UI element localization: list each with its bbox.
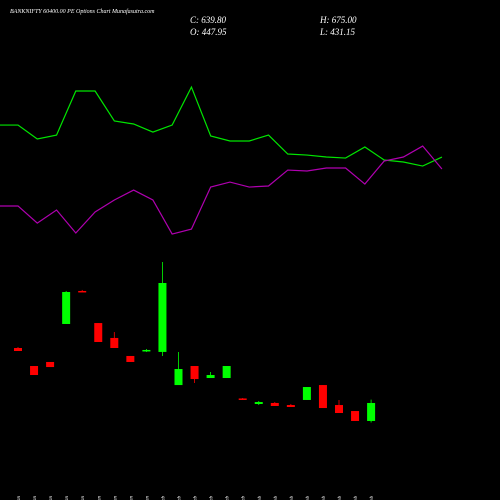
candle-body xyxy=(110,337,119,349)
x-tick-label: 10 Feb xyxy=(258,496,263,500)
x-tick-label: 12 Feb xyxy=(290,496,295,500)
candle-body xyxy=(351,411,360,421)
candle-body xyxy=(318,385,327,409)
ohlc-label: H: 675.00 xyxy=(319,15,357,25)
candle-body xyxy=(302,387,311,400)
x-tick-label: 27 Jan xyxy=(97,496,102,500)
x-tick-label: 13 Feb xyxy=(306,496,311,500)
x-tick-label: 19 Feb xyxy=(370,496,375,500)
candle-body xyxy=(30,366,39,376)
ohlc-label: C: 639.80 xyxy=(190,15,227,25)
ohlc-label: O: 447.95 xyxy=(190,27,227,37)
x-tick-label: 16 Jan xyxy=(33,496,38,500)
x-tick-label: 23 Jan xyxy=(81,496,86,500)
x-tick-label: 01 Feb xyxy=(161,496,166,500)
candle-body xyxy=(367,402,376,421)
x-tick-label: 11 Feb xyxy=(274,496,279,500)
candle-body xyxy=(206,375,215,379)
candle-body xyxy=(190,366,199,380)
ohlc-label: L: 431.15 xyxy=(319,27,356,37)
candle-body xyxy=(286,405,295,408)
x-tick-label: 05 Feb xyxy=(210,496,215,500)
x-tick-label: 14 Feb xyxy=(322,496,327,500)
candle-body xyxy=(46,361,55,368)
x-tick-label: 30 Jan xyxy=(145,496,150,500)
x-tick-label: 21 Jan xyxy=(65,496,70,500)
x-tick-label: 03 Feb xyxy=(178,496,183,500)
x-tick-label: 20 Jan xyxy=(49,496,54,500)
candle-body xyxy=(126,355,135,362)
candle-body xyxy=(158,282,167,352)
indicator-line xyxy=(0,85,443,167)
x-tick-label: 15 Jan xyxy=(17,496,22,500)
chart-title: BANKNIFTY 60400.00 PE Options Chart Muna… xyxy=(10,8,155,15)
x-tick-label: 18 Feb xyxy=(354,496,359,500)
x-tick-label: 29 Jan xyxy=(129,496,134,500)
x-tick-label: 07 Feb xyxy=(242,496,247,500)
candle-body xyxy=(238,398,247,400)
candle-body xyxy=(222,366,231,379)
candle-body xyxy=(174,369,183,386)
candle-body xyxy=(62,292,71,324)
candle-body xyxy=(78,290,87,293)
x-tick-label: 06 Feb xyxy=(226,496,231,500)
candle-body xyxy=(335,405,343,414)
indicator-line xyxy=(0,145,443,235)
candle-body xyxy=(254,402,263,404)
x-tick-label: 28 Jan xyxy=(113,496,118,500)
candle-body xyxy=(94,323,103,342)
candle-body xyxy=(142,349,151,352)
x-tick-label: 04 Feb xyxy=(194,496,199,500)
x-tick-label: 17 Feb xyxy=(338,496,343,500)
candle-body xyxy=(270,402,279,406)
candle-body xyxy=(14,348,22,352)
